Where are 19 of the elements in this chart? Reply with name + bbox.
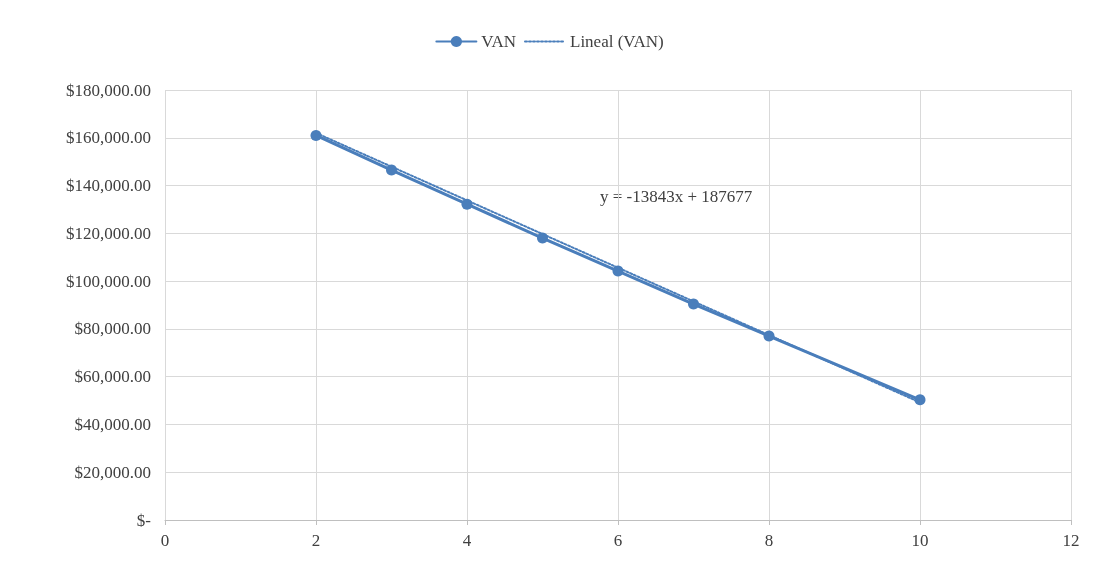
x-tick-label: 6 — [613, 531, 623, 550]
y-tick-label: $60,000.00 — [74, 367, 151, 387]
y-tick-label: $40,000.00 — [74, 414, 151, 434]
x-tick-label: 10 — [911, 531, 929, 550]
y-tick-label: $20,000.00 — [74, 462, 151, 482]
y-tick-label: $160,000.00 — [66, 128, 151, 148]
legend-label: Lineal (VAN) — [570, 32, 664, 51]
x-tick-label: 4 — [462, 531, 472, 550]
x-tick-label: 0 — [160, 531, 170, 550]
y-tick-label: $180,000.00 — [66, 80, 151, 100]
y-tick-label: $100,000.00 — [66, 271, 151, 291]
y-tick-label: $80,000.00 — [74, 319, 151, 339]
x-tick-label: 12 — [1062, 531, 1080, 550]
x-tick-label: 2 — [311, 531, 321, 550]
legend-label: VAN — [481, 32, 516, 51]
x-tick-label: 8 — [764, 531, 774, 550]
y-tick-label: $- — [136, 510, 152, 530]
y-tick-label: $140,000.00 — [66, 176, 151, 196]
y-tick-label: $120,000.00 — [66, 223, 151, 243]
